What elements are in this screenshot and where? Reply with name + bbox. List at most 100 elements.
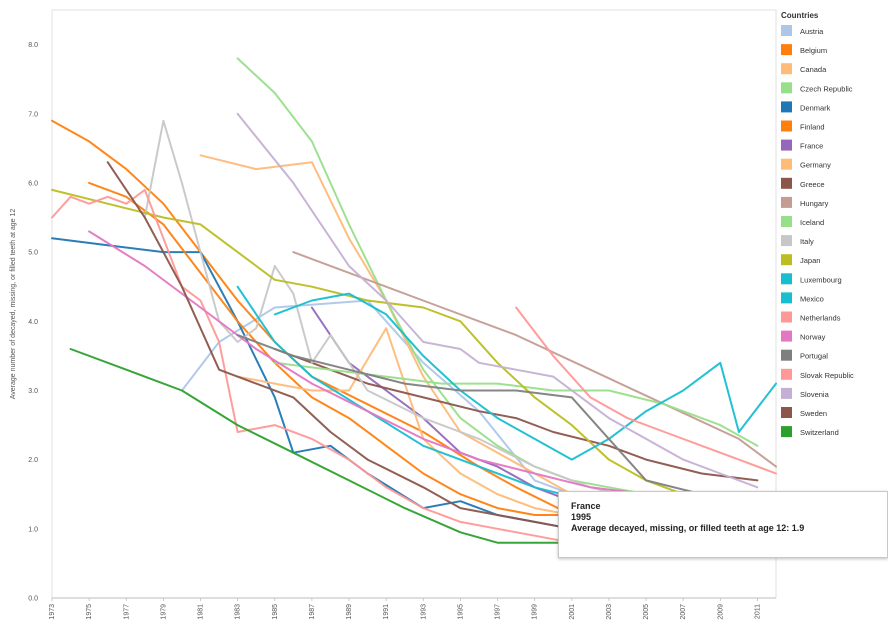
legend-item-japan: Japan (781, 254, 820, 266)
y-axis-title: Average number of decayed, missing, or f… (10, 209, 17, 400)
legend-swatch (781, 426, 792, 438)
legend-swatch (781, 82, 792, 94)
legend-item-slovenia: Slovenia (781, 387, 830, 399)
x-tick-label: 1975 (86, 604, 93, 620)
legend-item-luxembourg: Luxembourg (781, 273, 842, 285)
legend-label: Italy (800, 237, 814, 246)
legend-title: Countries (781, 11, 819, 20)
x-tick-label: 1985 (272, 604, 279, 620)
y-tick-label: 8.0 (28, 42, 38, 49)
legend-label: Belgium (800, 46, 827, 55)
legend-item-slovak-republic: Slovak Republic (781, 368, 854, 380)
legend-swatch (781, 139, 792, 151)
series-line-slovak-republic (515, 306, 777, 475)
y-tick-label: 4.0 (28, 319, 38, 326)
legend-swatch (781, 254, 792, 266)
y-tick-label: 1.0 (28, 526, 38, 533)
y-tick-label: 7.0 (28, 111, 38, 118)
legend-label: Netherlands (800, 314, 841, 323)
legend-swatch (781, 177, 792, 189)
y-tick-label: 6.0 (28, 180, 38, 187)
series-line-canada (199, 154, 759, 537)
series-layer (51, 57, 777, 558)
legend-label: Canada (800, 65, 827, 74)
y-tick-label: 2.0 (28, 457, 38, 464)
tooltip-measure: Average decayed, missing, or filled teet… (571, 523, 805, 533)
legend-swatch (781, 120, 792, 132)
legend-label: Portugal (800, 352, 828, 361)
legend-item-greece: Greece (781, 177, 825, 189)
legend-item-portugal: Portugal (781, 349, 828, 361)
series-line-belgium (51, 119, 759, 537)
legend-item-austria: Austria (781, 25, 824, 36)
legend-swatch (781, 311, 792, 323)
legend-label: Mexico (800, 294, 824, 303)
x-tick-label: 2009 (717, 604, 724, 620)
x-tick-label: 1997 (495, 604, 502, 620)
y-tick-label: 3.0 (28, 388, 38, 395)
x-tick-label: 1993 (420, 604, 427, 620)
y-tick-label: 0.0 (28, 596, 38, 603)
x-tick-label: 1981 (198, 604, 205, 620)
legend-swatch (781, 349, 792, 361)
x-tick-label: 2001 (569, 604, 576, 620)
x-tick-label: 1999 (532, 604, 539, 620)
legend-item-iceland: Iceland (781, 216, 824, 227)
legend-label: Japan (800, 256, 820, 265)
legend-swatch (781, 330, 792, 342)
legend-swatch (781, 63, 792, 75)
legend-item-italy: Italy (781, 235, 814, 247)
legend-item-czech-republic: Czech Republic (781, 82, 853, 94)
legend-label: Denmark (800, 103, 831, 112)
axes: 0.0 1.0 2.0 3.0 4.0 5.0 6.0 7.0 8.0 1973 1975 1977 1… (10, 9, 777, 620)
x-tick-label: 1995 (457, 604, 464, 620)
y-tick-label: 5.0 (28, 250, 38, 257)
legend-label: Austria (800, 27, 824, 36)
legend-item-mexico: Mexico (781, 292, 824, 304)
legend-label: France (800, 142, 823, 151)
legend-label: Germany (800, 161, 831, 170)
legend-item-finland: Finland (781, 120, 825, 132)
hover-tooltip: France 1995 Average decayed, missing, or… (558, 491, 888, 558)
legend: Countries Austria Belgium Canada Czech Repub… (781, 11, 854, 438)
legend-label: Slovak Republic (800, 371, 854, 380)
legend-swatch (781, 387, 792, 399)
legend-label: Greece (800, 180, 825, 189)
legend-swatch (781, 25, 792, 36)
legend-item-germany: Germany (781, 158, 831, 170)
legend-label: Finland (800, 123, 825, 132)
legend-swatch (781, 273, 792, 285)
legend-item-netherlands: Netherlands (781, 311, 841, 323)
legend-label: Switzerland (800, 428, 839, 437)
x-tick-label: 1979 (160, 604, 167, 620)
legend-label: Sweden (800, 409, 827, 418)
legend-item-denmark: Denmark (781, 101, 831, 113)
legend-swatch (781, 101, 792, 113)
series-line-greece (273, 348, 759, 482)
series-line-slovenia (236, 112, 759, 489)
series-line-mexico (273, 292, 777, 461)
x-tick-label: 2011 (754, 604, 761, 619)
series-line-hungary (292, 251, 777, 468)
legend-swatch (781, 216, 792, 227)
legend-swatch (781, 44, 792, 56)
x-tick-label: 1977 (123, 604, 130, 620)
legend-label: Norway (800, 333, 826, 342)
x-tick-label: 1987 (309, 604, 316, 620)
legend-label: Czech Republic (800, 84, 853, 93)
x-tick-label: 1973 (49, 604, 56, 620)
legend-item-switzerland: Switzerland (781, 426, 839, 438)
legend-swatch (781, 158, 792, 170)
legend-swatch (781, 368, 792, 380)
x-tick-label: 1991 (383, 604, 390, 620)
legend-swatch (781, 407, 792, 418)
legend-label: Hungary (800, 199, 829, 208)
legend-item-sweden: Sweden (781, 407, 827, 418)
series-line-iceland (273, 361, 759, 447)
x-tick-label: 2005 (643, 604, 650, 620)
legend-item-france: France (781, 139, 823, 151)
legend-item-hungary: Hungary (781, 196, 829, 208)
series-line-norway (88, 230, 759, 503)
